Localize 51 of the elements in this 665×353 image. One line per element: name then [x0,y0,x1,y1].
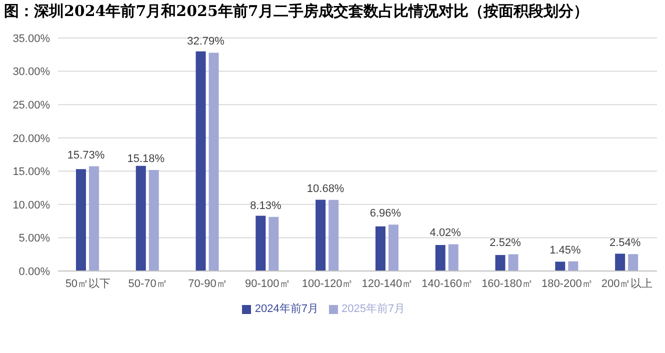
x-tick-label: 70-90㎡ [188,278,228,290]
data-label: 6.96% [370,208,402,220]
data-label: 1.45% [550,244,581,256]
x-tick-label: 200㎡以上 [601,276,653,290]
bar [375,226,386,271]
y-tick-label: 0.00% [18,266,50,278]
data-label: 10.68% [306,182,344,195]
bar [388,224,398,271]
legend-label: 2025年前7月 [342,303,406,315]
bar [268,216,279,271]
bar [136,166,146,271]
x-tick-label: 50㎡以下 [65,276,111,290]
x-tick-label: 140-160㎡ [422,278,474,290]
x-tick-label: 100-120㎡ [302,278,354,290]
data-label: 2.54% [609,237,641,250]
chart-title: 图：深圳2024年前7月和2025年前7月二手房成交套数占比情况对比（按面积段划分） [4,2,588,21]
bar [76,169,86,271]
bar [448,244,458,271]
bar [628,254,638,271]
bar [148,170,159,271]
bar [615,254,626,271]
data-label: 4.02% [430,227,462,240]
bar [88,166,99,271]
x-tick-label: 50-70㎡ [128,278,168,290]
data-label: 15.73% [67,149,105,162]
x-tick-label: 120-140㎡ [362,278,414,290]
data-label: 15.18% [127,152,165,165]
bar [256,216,266,271]
data-label: 2.52% [490,237,522,250]
x-tick-label: 90-100㎡ [245,278,290,290]
y-tick-label: 15.00% [12,166,50,178]
x-tick-label: 160-180㎡ [482,278,533,290]
bar [435,245,446,271]
y-tick-label: 30.00% [12,66,50,78]
y-tick-label: 5.00% [18,232,50,245]
bar [495,255,506,271]
bar [328,200,339,271]
bar [196,51,206,271]
data-label: 32.79% [187,36,225,48]
y-tick-label: 25.00% [12,99,50,112]
y-tick-label: 10.00% [12,199,50,212]
x-tick-label: 180-200㎡ [541,278,593,290]
y-tick-label: 20.00% [12,132,50,145]
bar [316,200,326,271]
bar [568,261,578,271]
bar [208,52,219,271]
data-label: 8.13% [250,200,282,212]
legend-label: 2024年前7月 [254,303,318,315]
bar [555,262,566,271]
bar [508,254,518,271]
y-tick-label: 35.00% [12,32,50,45]
